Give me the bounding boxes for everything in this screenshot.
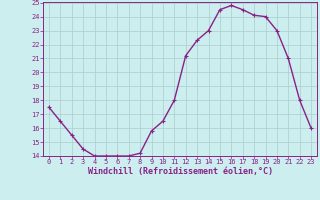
X-axis label: Windchill (Refroidissement éolien,°C): Windchill (Refroidissement éolien,°C)	[87, 167, 273, 176]
